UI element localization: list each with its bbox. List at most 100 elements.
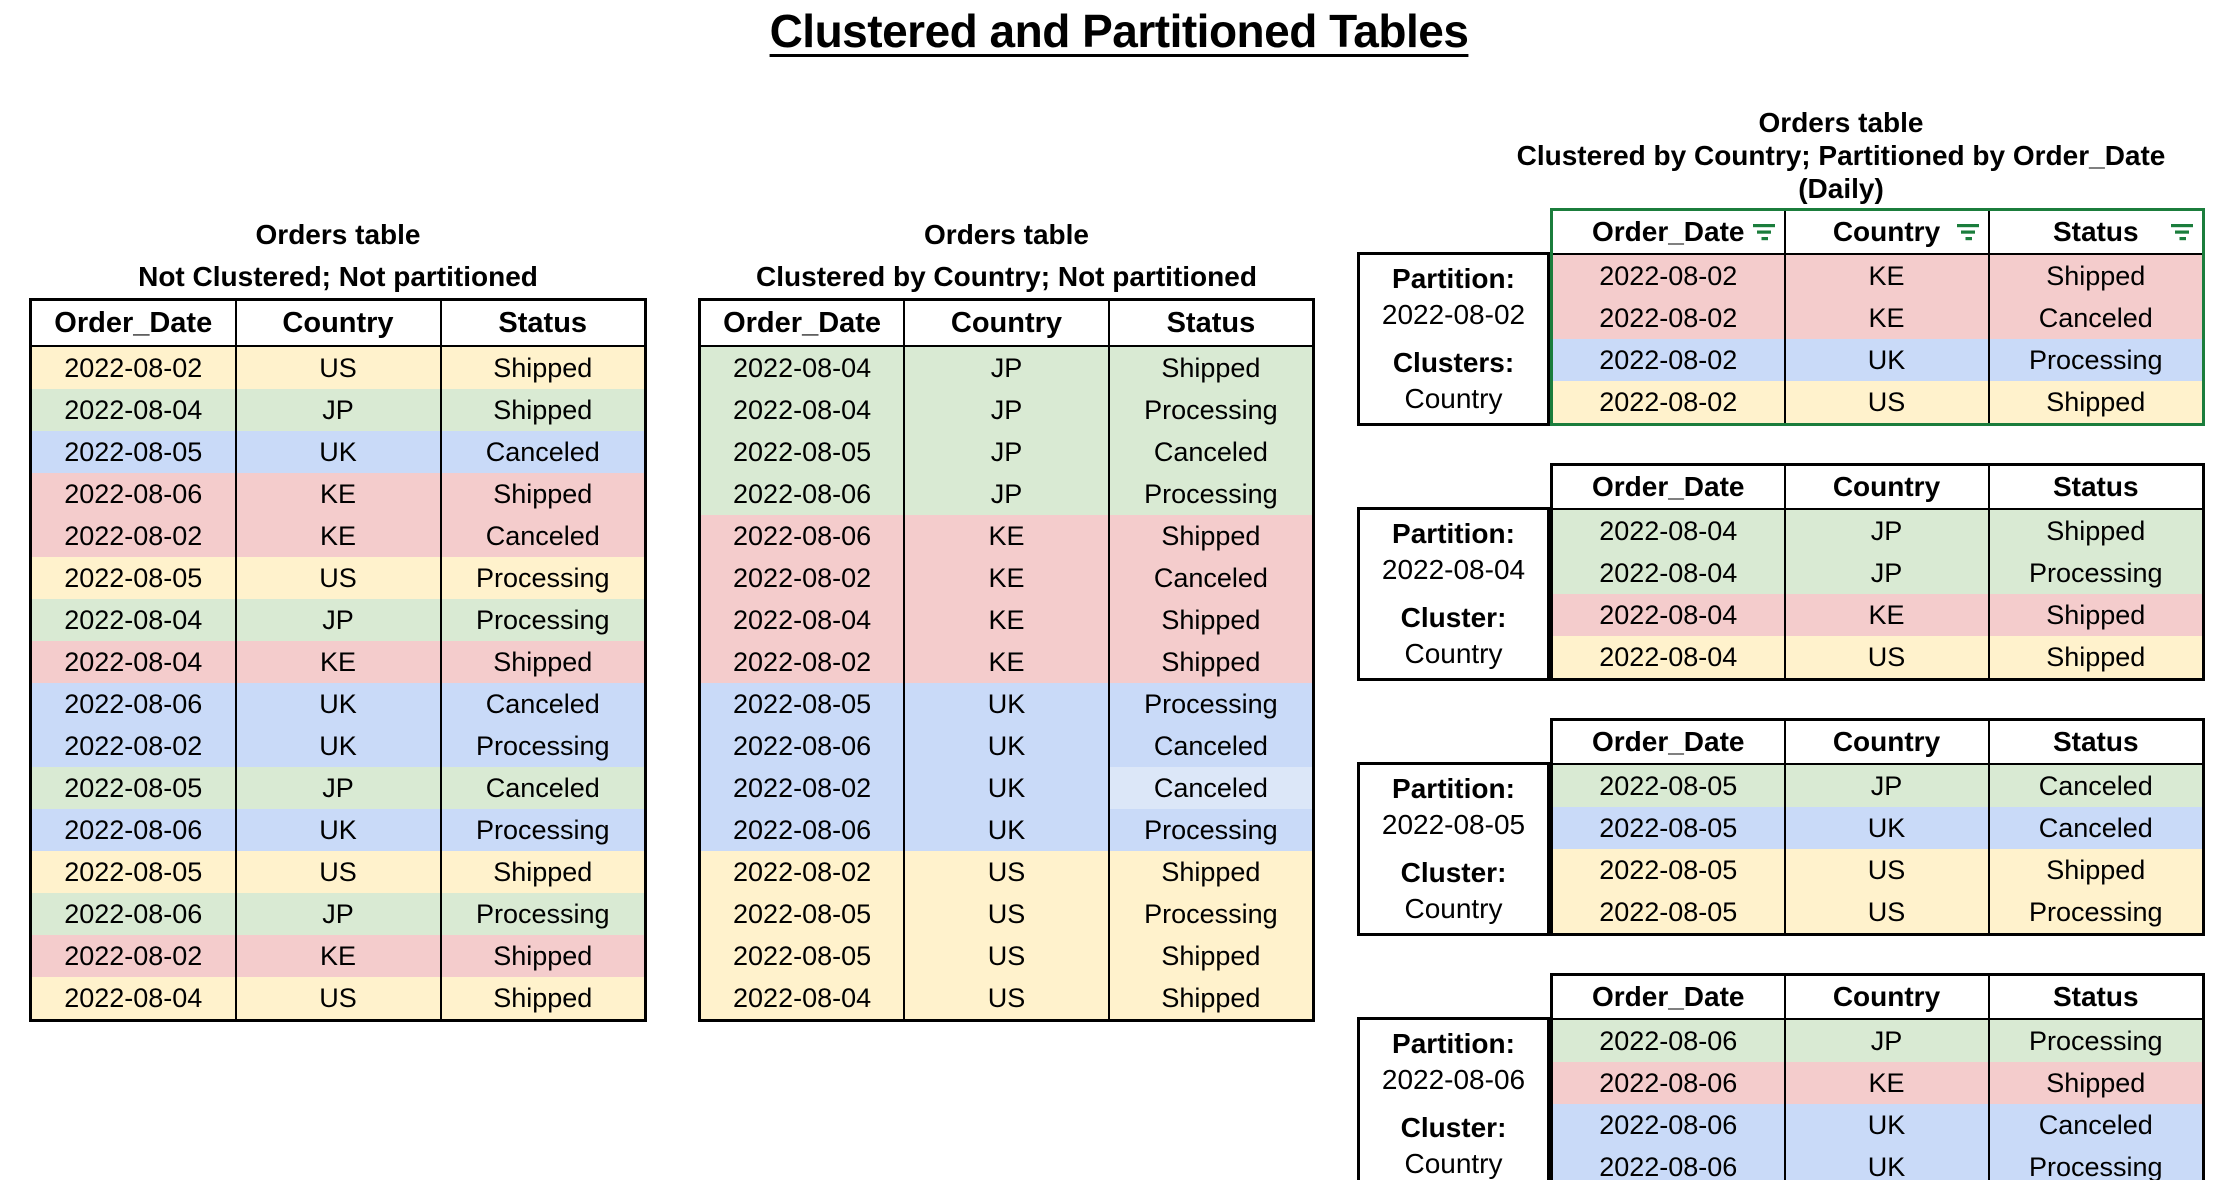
cluster-group: Cluster: Country bbox=[1360, 600, 1547, 672]
order-date-cell: 2022-08-05 bbox=[29, 851, 237, 893]
country-cell: KE bbox=[1783, 1062, 1990, 1104]
order-date-cell: 2022-08-02 bbox=[698, 641, 906, 683]
table-row: 2022-08-06 UK Canceled bbox=[1550, 1104, 2205, 1146]
section-not-clustered: Orders table Not Clustered; Not partitio… bbox=[29, 214, 647, 1022]
status-cell: Shipped bbox=[1987, 509, 2205, 552]
table-row: 2022-08-02 KE Canceled bbox=[29, 515, 647, 557]
header-row: Order_Date Country Status bbox=[1550, 208, 2205, 255]
status-cell: Processing bbox=[1107, 683, 1315, 725]
column-header-order_date: Order_Date bbox=[1550, 973, 1786, 1020]
partition-label: Partition: bbox=[1392, 1028, 1515, 1059]
order-date-cell: 2022-08-05 bbox=[698, 935, 906, 977]
country-cell: US bbox=[903, 977, 1110, 1021]
country-cell: US bbox=[1783, 891, 1990, 935]
country-cell: KE bbox=[1783, 297, 1990, 339]
table-row: 2022-08-05 US Processing bbox=[1550, 891, 2205, 935]
column-header-label: Order_Date bbox=[1591, 471, 1745, 502]
table-row: 2022-08-02 KE Shipped bbox=[29, 935, 647, 977]
table-row: 2022-08-02 KE Shipped bbox=[1550, 254, 2205, 297]
cluster-label: Cluster: bbox=[1400, 1112, 1507, 1143]
country-cell: UK bbox=[234, 431, 442, 473]
country-cell: US bbox=[903, 935, 1110, 977]
country-cell: KE bbox=[234, 641, 442, 683]
country-cell: UK bbox=[234, 683, 442, 725]
table-row: 2022-08-04 JP Shipped bbox=[29, 389, 647, 431]
partition-table-2022-08-06: Order_Date Country Status 2022-08-06 JP Proce… bbox=[1550, 973, 2205, 1180]
order-date-cell: 2022-08-05 bbox=[1550, 849, 1786, 891]
table-subtitle: Clustered by Country; Not partitioned bbox=[756, 261, 1257, 292]
country-cell: KE bbox=[903, 599, 1110, 641]
country-cell: US bbox=[1783, 636, 1990, 680]
table-row: 2022-08-04 JP Processing bbox=[1550, 552, 2205, 594]
status-cell: Shipped bbox=[439, 346, 647, 389]
status-cell: Shipped bbox=[1987, 849, 2205, 891]
order-date-cell: 2022-08-05 bbox=[698, 683, 906, 725]
order-date-cell: 2022-08-04 bbox=[698, 977, 906, 1021]
country-cell: KE bbox=[1783, 594, 1990, 636]
partition-table-2022-08-02: Order_Date Country Status 2022-08-02 KE Shipp… bbox=[1550, 208, 2205, 426]
country-cell: UK bbox=[1783, 807, 1990, 849]
order-date-cell: 2022-08-02 bbox=[1550, 381, 1786, 425]
header-row: Order_Date Country Status bbox=[1550, 463, 2205, 510]
country-cell: UK bbox=[903, 725, 1110, 767]
table-row: 2022-08-02 UK Processing bbox=[1550, 339, 2205, 381]
status-cell: Processing bbox=[1987, 552, 2205, 594]
country-cell: KE bbox=[234, 473, 442, 515]
table-row: 2022-08-06 JP Processing bbox=[698, 473, 1315, 515]
cluster-value: Country bbox=[1404, 383, 1503, 414]
status-cell: Canceled bbox=[439, 515, 647, 557]
order-date-cell: 2022-08-02 bbox=[1550, 339, 1786, 381]
table-row: 2022-08-02 US Shipped bbox=[698, 851, 1315, 893]
column-header-status: Status bbox=[1987, 208, 2205, 255]
status-cell: Shipped bbox=[1107, 599, 1315, 641]
country-cell: KE bbox=[1783, 254, 1990, 297]
country-cell: US bbox=[234, 977, 442, 1021]
header-row: Order_Date Country Status bbox=[698, 298, 1315, 347]
order-date-cell: 2022-08-02 bbox=[698, 767, 906, 809]
table-row: 2022-08-06 JP Processing bbox=[29, 893, 647, 935]
country-cell: JP bbox=[1783, 509, 1990, 552]
section-clustered-only: Orders table Clustered by Country; Not p… bbox=[698, 214, 1315, 1022]
partition-block-2022-08-05: Partition: 2022-08-05 Cluster: Country Order… bbox=[1357, 718, 2205, 936]
country-cell: UK bbox=[1783, 1146, 1990, 1180]
order-date-cell: 2022-08-06 bbox=[29, 473, 237, 515]
table-row: 2022-08-05 US Shipped bbox=[698, 935, 1315, 977]
status-cell: Shipped bbox=[1987, 254, 2205, 297]
order-date-cell: 2022-08-06 bbox=[1550, 1019, 1786, 1062]
status-cell: Processing bbox=[439, 557, 647, 599]
order-date-cell: 2022-08-06 bbox=[698, 809, 906, 851]
partition-block-2022-08-02: Partition: 2022-08-02 Clusters: Country Orde… bbox=[1357, 208, 2205, 426]
table-row: 2022-08-05 UK Canceled bbox=[1550, 807, 2205, 849]
country-cell: JP bbox=[1783, 764, 1990, 807]
partition-table-2022-08-05: Order_Date Country Status 2022-08-05 JP Cance… bbox=[1550, 718, 2205, 936]
column-header-status: Status bbox=[1987, 718, 2205, 765]
column-header-label: Order_Date bbox=[723, 306, 882, 339]
column-header-label: Country bbox=[1832, 471, 1941, 502]
column-header-order_date: Order_Date bbox=[1550, 718, 1786, 765]
column-header-label: Order_Date bbox=[54, 306, 213, 339]
country-cell: JP bbox=[903, 473, 1110, 515]
order-date-cell: 2022-08-02 bbox=[1550, 297, 1786, 339]
status-cell: Canceled bbox=[1987, 807, 2205, 849]
order-date-cell: 2022-08-02 bbox=[29, 346, 237, 389]
order-date-cell: 2022-08-05 bbox=[698, 893, 906, 935]
country-cell: KE bbox=[903, 641, 1110, 683]
country-cell: JP bbox=[903, 346, 1110, 389]
column-header-label: Country bbox=[1832, 981, 1941, 1012]
order-date-cell: 2022-08-06 bbox=[698, 515, 906, 557]
partition-label: Partition: bbox=[1392, 773, 1515, 804]
table-row: 2022-08-06 UK Processing bbox=[698, 809, 1315, 851]
partition-block-2022-08-04: Partition: 2022-08-04 Cluster: Country Order… bbox=[1357, 463, 2205, 681]
partition-value: 2022-08-02 bbox=[1381, 299, 1526, 330]
status-cell: Processing bbox=[439, 809, 647, 851]
status-cell: Canceled bbox=[1987, 297, 2205, 339]
table-caption: Orders table bbox=[255, 219, 421, 250]
country-cell: US bbox=[1783, 849, 1990, 891]
status-cell: Processing bbox=[439, 599, 647, 641]
status-cell: Processing bbox=[439, 725, 647, 767]
order-date-cell: 2022-08-05 bbox=[1550, 891, 1786, 935]
status-cell: Shipped bbox=[1107, 641, 1315, 683]
table-row: 2022-08-05 US Processing bbox=[698, 893, 1315, 935]
country-cell: US bbox=[1783, 381, 1990, 425]
column-header-label: Status bbox=[2052, 471, 2139, 502]
